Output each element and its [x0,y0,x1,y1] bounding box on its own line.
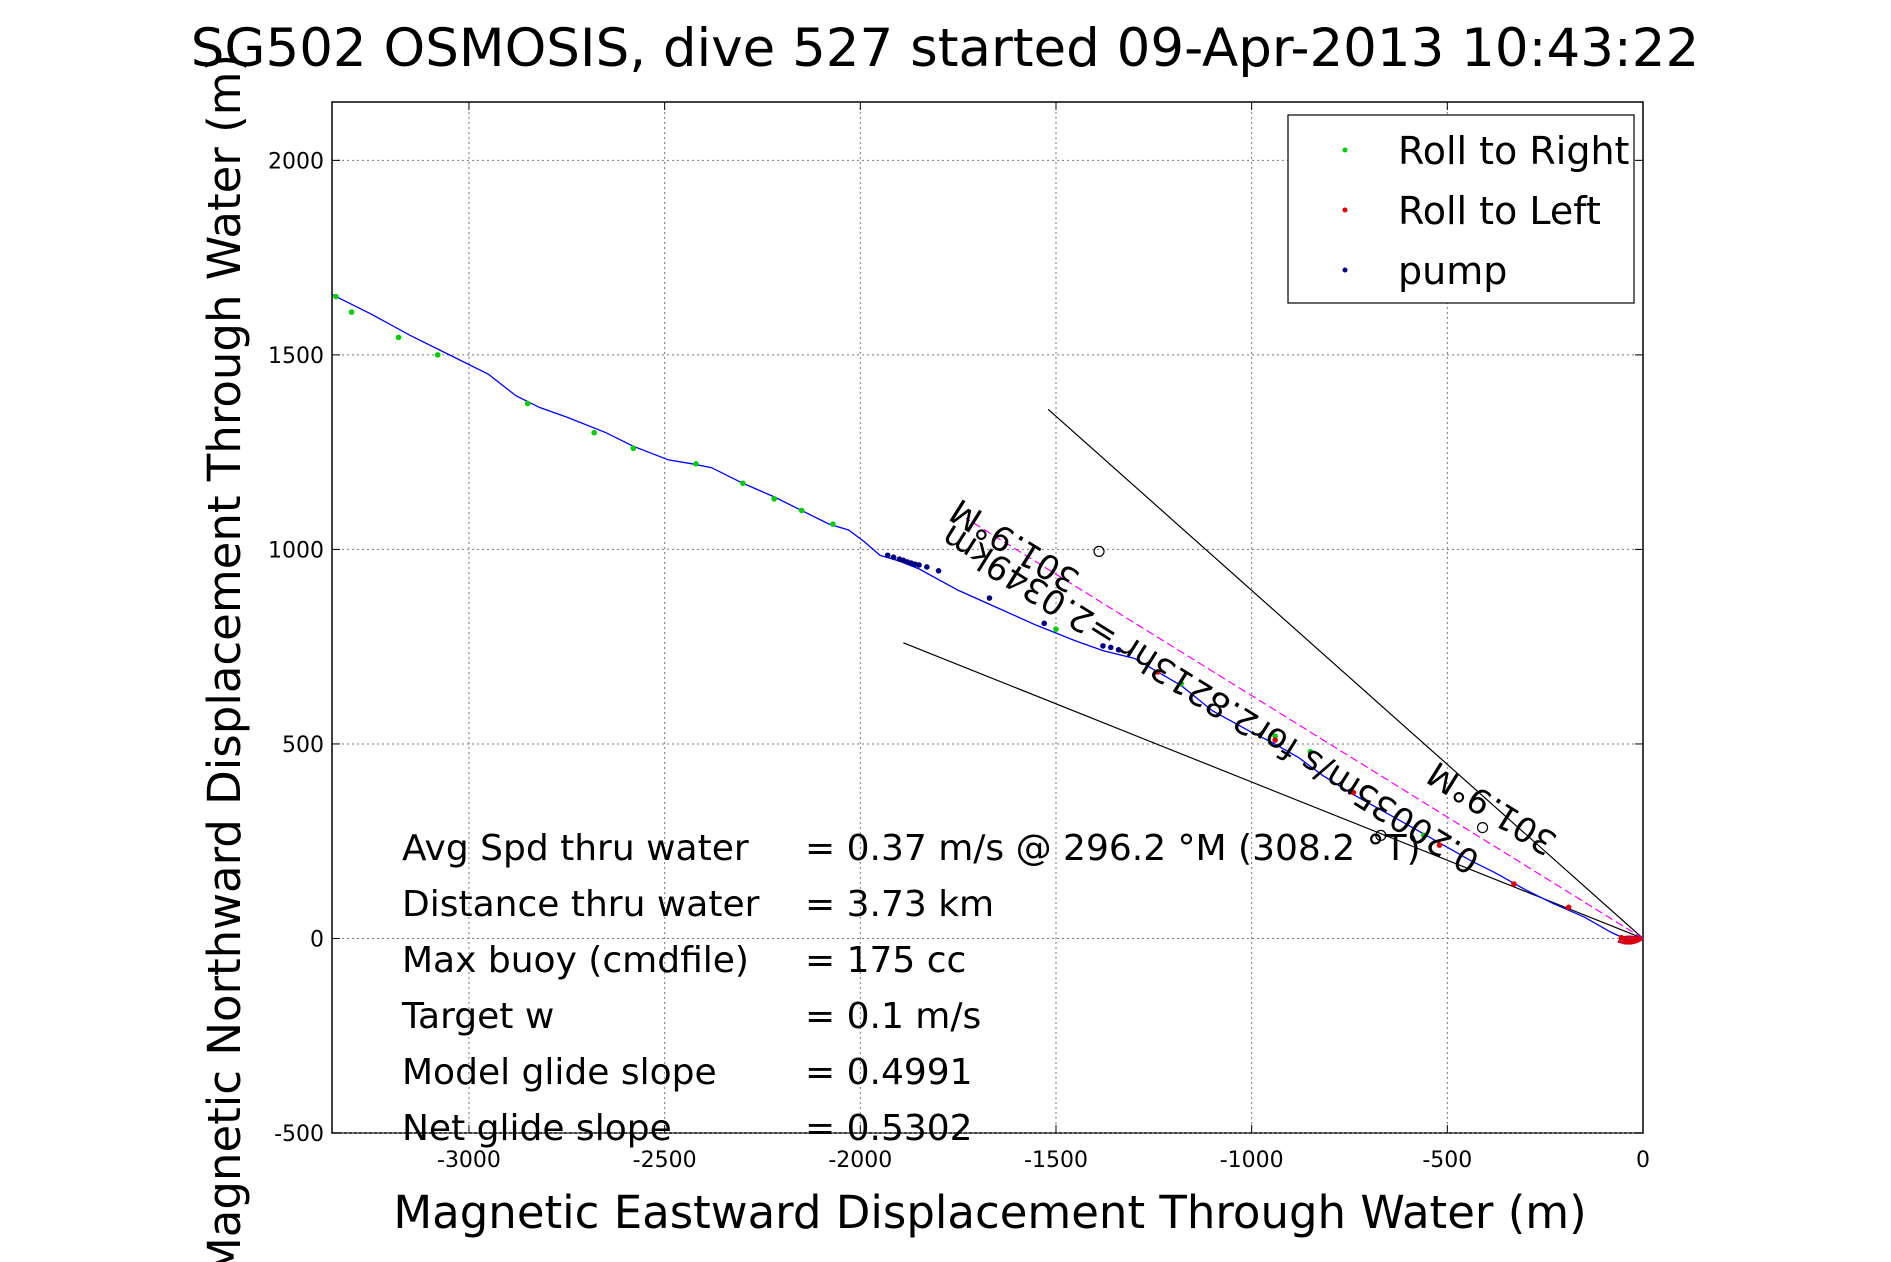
roll-right-point [1053,626,1059,632]
cone-line [1047,408,1644,939]
roll-right-point [693,461,699,467]
roll-right-point [524,400,531,407]
roll-left-point [1272,737,1278,743]
legend-marker [1342,207,1348,213]
heading-line [965,517,1644,939]
roll-right-point [591,429,597,436]
roll-right-point [1272,733,1278,739]
roll-left-point [1511,881,1517,887]
stat-label: Max buoy (cmdfile) [402,940,749,981]
roll-left-point [1350,789,1357,796]
x-tick-label: -500 [1422,1148,1472,1173]
roll-right-point [798,507,805,514]
stat-value: = 0.1 m/s [805,996,981,1037]
circle-marker [1093,545,1105,557]
cone-line [903,642,1644,940]
roll-right-point [1421,832,1427,839]
roll-right-point [1178,680,1185,687]
pump-point [1100,643,1106,649]
x-tick-label: -3000 [437,1148,501,1173]
y-tick-label: 1000 [268,538,324,563]
roll-right-point [771,496,778,502]
roll-left-point [1436,842,1443,848]
roll-left-point [1154,669,1161,675]
pump-point [916,562,922,568]
x-tick-label: -2500 [633,1148,697,1173]
guide-lines [903,408,1644,940]
roll-left-point [1565,904,1572,911]
roll-right-point [434,352,441,358]
data-markers [333,293,1640,945]
stat-value: = 175 cc [805,940,966,981]
stat-label: Net glide slope [402,1108,672,1149]
stat-label: Model glide slope [402,1052,717,1093]
legend-label: Roll to Right [1398,129,1629,173]
legend-label: pump [1398,249,1507,293]
roll-left-point [1618,934,1625,941]
legend: Roll to Right Roll to Left pump [1287,114,1635,304]
roll-right-point [333,293,339,300]
pump-point [1115,646,1122,653]
y-tick-label: 2000 [268,149,324,174]
pump-point [924,564,930,570]
stat-value: = 3.73 km [805,884,994,925]
y-tick-label: -500 [274,1122,324,1147]
stats-annotation: Avg Spd thru water = 0.37 m/s @ 296.2 °M … [401,828,1421,1149]
track-line [331,294,1643,941]
x-tick-label: 0 [1636,1148,1650,1173]
pump-point [986,595,993,601]
stat-value: = 0.37 m/s @ 296.2 °M (308.2 °T) [805,828,1421,869]
circle-marker [1476,821,1489,834]
x-tick-label: -1500 [1024,1148,1088,1173]
pump-point [884,552,891,559]
roll-right-point [395,334,402,341]
chart-title: SG502 OSMOSIS, dive 527 started 09-Apr-2… [191,18,1699,79]
roll-right-point [830,521,836,527]
roll-right-point [630,445,637,452]
pump-point [935,568,942,574]
pump-point [1041,620,1048,627]
stat-value: = 0.4991 [805,1052,973,1093]
y-tick-label: 1500 [268,344,324,369]
grid-lines [332,102,1643,1134]
pump-point [1107,644,1114,651]
circle-marker [1375,829,1387,841]
stat-label: Distance thru water [402,884,760,925]
y-tick-label: 0 [310,927,324,952]
legend-marker [1342,147,1348,153]
x-tick-label: -2000 [828,1148,892,1173]
pump-point [890,554,897,560]
stat-value: = 0.5302 [805,1108,973,1149]
stat-label: Target w [401,996,554,1037]
legend-marker [1342,267,1348,273]
x-axis-label: Magnetic Eastward Displacement Through W… [393,1186,1586,1239]
axis-ticks: -3000 -2500 -2000 -1500 -1000 -500 0 -500 0 500 10… [268,102,1650,1173]
roll-right-point [1307,748,1314,755]
roll-right-point [740,480,746,487]
y-axis-label: Magnetic Northward Displacement Through … [198,54,251,1262]
x-tick-label: -1000 [1220,1148,1284,1173]
stat-label: Avg Spd thru water [402,828,749,869]
roll-right-point [348,309,355,315]
roll-left-point [1634,936,1640,943]
y-tick-label: 500 [282,733,324,758]
legend-label: Roll to Left [1398,189,1601,233]
